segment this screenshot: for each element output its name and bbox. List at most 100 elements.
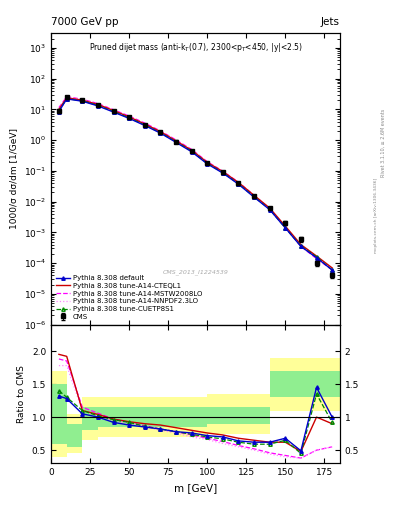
- Pythia 8.308 tune-CUETP8S1: [267, 206, 272, 212]
- Pythia 8.308 tune-A14-CTEQL1: [330, 265, 334, 271]
- Legend: Pythia 8.308 default, Pythia 8.308 tune-A14-CTEQL1, Pythia 8.308 tune-A14-MSTW20: Pythia 8.308 default, Pythia 8.308 tune-…: [53, 272, 205, 323]
- Pythia 8.308 tune-A14-MSTW2008LO: [236, 179, 241, 185]
- Pythia 8.308 default: [283, 225, 288, 231]
- Pythia 8.308 tune-CUETP8S1: [314, 254, 319, 260]
- Pythia 8.308 tune-CUETP8S1: [64, 96, 69, 102]
- Pythia 8.308 tune-A14-NNPDF2.3LO: [158, 128, 163, 134]
- Pythia 8.308 tune-CUETP8S1: [252, 194, 256, 200]
- Pythia 8.308 tune-CUETP8S1: [220, 169, 225, 176]
- Pythia 8.308 tune-A14-CTEQL1: [142, 121, 147, 127]
- Pythia 8.308 tune-A14-CTEQL1: [205, 159, 209, 165]
- Pythia 8.308 tune-A14-NNPDF2.3LO: [64, 94, 69, 100]
- Pythia 8.308 tune-CUETP8S1: [111, 109, 116, 115]
- Pythia 8.308 tune-A14-MSTW2008LO: [64, 94, 69, 100]
- Pythia 8.308 tune-A14-NNPDF2.3LO: [314, 254, 319, 261]
- X-axis label: m [GeV]: m [GeV]: [174, 483, 217, 493]
- Pythia 8.308 tune-A14-MSTW2008LO: [283, 224, 288, 230]
- Pythia 8.308 tune-A14-NNPDF2.3LO: [299, 242, 303, 248]
- Pythia 8.308 tune-A14-MSTW2008LO: [174, 137, 178, 143]
- Pythia 8.308 tune-CUETP8S1: [236, 181, 241, 187]
- Pythia 8.308 tune-CUETP8S1: [299, 243, 303, 249]
- Pythia 8.308 tune-CUETP8S1: [205, 160, 209, 166]
- Pythia 8.308 tune-A14-NNPDF2.3LO: [57, 105, 61, 111]
- Pythia 8.308 tune-A14-NNPDF2.3LO: [174, 137, 178, 143]
- Pythia 8.308 tune-A14-MSTW2008LO: [330, 267, 334, 273]
- Pythia 8.308 tune-A14-CTEQL1: [174, 138, 178, 144]
- Pythia 8.308 default: [127, 115, 132, 121]
- Text: 7000 GeV pp: 7000 GeV pp: [51, 16, 119, 27]
- Pythia 8.308 tune-A14-CTEQL1: [57, 106, 61, 113]
- Pythia 8.308 default: [111, 109, 116, 115]
- Pythia 8.308 default: [64, 96, 69, 102]
- Pythia 8.308 default: [314, 254, 319, 261]
- Pythia 8.308 tune-A14-MSTW2008LO: [267, 205, 272, 211]
- Pythia 8.308 tune-A14-NNPDF2.3LO: [95, 101, 100, 107]
- Pythia 8.308 tune-A14-MSTW2008LO: [299, 243, 303, 249]
- Pythia 8.308 tune-CUETP8S1: [283, 225, 288, 231]
- Pythia 8.308 tune-A14-CTEQL1: [283, 223, 288, 229]
- Pythia 8.308 tune-A14-MSTW2008LO: [205, 159, 209, 165]
- Pythia 8.308 tune-CUETP8S1: [127, 115, 132, 121]
- Pythia 8.308 tune-A14-NNPDF2.3LO: [205, 159, 209, 165]
- Pythia 8.308 default: [267, 206, 272, 212]
- Pythia 8.308 default: [174, 139, 178, 145]
- Text: CMS_2013_I1224539: CMS_2013_I1224539: [163, 269, 228, 275]
- Pythia 8.308 tune-A14-CTEQL1: [111, 108, 116, 114]
- Pythia 8.308 tune-A14-NNPDF2.3LO: [252, 193, 256, 199]
- Pythia 8.308 tune-A14-NNPDF2.3LO: [127, 113, 132, 119]
- Pythia 8.308 tune-A14-NNPDF2.3LO: [111, 107, 116, 113]
- Pythia 8.308 default: [57, 109, 61, 115]
- Pythia 8.308 tune-A14-CTEQL1: [314, 253, 319, 259]
- Pythia 8.308 tune-A14-NNPDF2.3LO: [189, 147, 194, 153]
- Pythia 8.308 default: [158, 130, 163, 136]
- Pythia 8.308 tune-A14-NNPDF2.3LO: [283, 224, 288, 230]
- Line: Pythia 8.308 default: Pythia 8.308 default: [57, 97, 334, 272]
- Text: Rivet 3.1.10, ≥ 2.6M events: Rivet 3.1.10, ≥ 2.6M events: [381, 109, 386, 178]
- Text: Jets: Jets: [321, 16, 340, 27]
- Pythia 8.308 tune-A14-CTEQL1: [189, 147, 194, 153]
- Pythia 8.308 tune-A14-NNPDF2.3LO: [220, 168, 225, 175]
- Pythia 8.308 default: [189, 148, 194, 155]
- Line: Pythia 8.308 tune-A14-MSTW2008LO: Pythia 8.308 tune-A14-MSTW2008LO: [59, 97, 332, 270]
- Pythia 8.308 tune-CUETP8S1: [158, 130, 163, 136]
- Pythia 8.308 default: [95, 103, 100, 109]
- Pythia 8.308 tune-A14-MSTW2008LO: [142, 120, 147, 126]
- Pythia 8.308 tune-A14-MSTW2008LO: [158, 128, 163, 134]
- Pythia 8.308 default: [236, 181, 241, 187]
- Pythia 8.308 default: [299, 243, 303, 249]
- Pythia 8.308 default: [330, 267, 334, 273]
- Pythia 8.308 tune-A14-CTEQL1: [267, 205, 272, 211]
- Pythia 8.308 tune-CUETP8S1: [174, 139, 178, 145]
- Pythia 8.308 tune-A14-NNPDF2.3LO: [80, 96, 84, 102]
- Pythia 8.308 tune-A14-MSTW2008LO: [252, 193, 256, 199]
- Y-axis label: Ratio to CMS: Ratio to CMS: [17, 365, 26, 423]
- Line: Pythia 8.308 tune-CUETP8S1: Pythia 8.308 tune-CUETP8S1: [57, 97, 334, 272]
- Pythia 8.308 tune-A14-MSTW2008LO: [314, 255, 319, 262]
- Y-axis label: 1000/σ dσ/dm [1/GeV]: 1000/σ dσ/dm [1/GeV]: [9, 129, 18, 229]
- Pythia 8.308 tune-CUETP8S1: [80, 98, 84, 104]
- Pythia 8.308 tune-A14-CTEQL1: [236, 179, 241, 185]
- Pythia 8.308 tune-A14-NNPDF2.3LO: [267, 205, 272, 211]
- Pythia 8.308 tune-A14-CTEQL1: [95, 101, 100, 108]
- Pythia 8.308 tune-A14-CTEQL1: [158, 129, 163, 135]
- Line: Pythia 8.308 tune-A14-CTEQL1: Pythia 8.308 tune-A14-CTEQL1: [59, 98, 332, 268]
- Pythia 8.308 tune-CUETP8S1: [57, 108, 61, 114]
- Pythia 8.308 tune-A14-CTEQL1: [80, 97, 84, 103]
- Pythia 8.308 tune-A14-MSTW2008LO: [57, 104, 61, 111]
- Pythia 8.308 tune-A14-MSTW2008LO: [95, 100, 100, 106]
- Pythia 8.308 tune-A14-CTEQL1: [299, 242, 303, 248]
- Pythia 8.308 tune-A14-MSTW2008LO: [220, 168, 225, 174]
- Text: mcplots.cern.ch [arXiv:1306.3436]: mcplots.cern.ch [arXiv:1306.3436]: [374, 178, 378, 252]
- Text: Pruned dijet mass (anti-k$_T$(0.7), 2300<p$_T$<450, |y|<2.5): Pruned dijet mass (anti-k$_T$(0.7), 2300…: [88, 40, 303, 54]
- Pythia 8.308 default: [142, 122, 147, 129]
- Pythia 8.308 tune-CUETP8S1: [189, 148, 194, 154]
- Pythia 8.308 default: [205, 161, 209, 167]
- Pythia 8.308 tune-A14-MSTW2008LO: [127, 113, 132, 119]
- Pythia 8.308 tune-CUETP8S1: [95, 102, 100, 109]
- Pythia 8.308 tune-A14-NNPDF2.3LO: [142, 120, 147, 126]
- Pythia 8.308 tune-A14-CTEQL1: [252, 193, 256, 199]
- Pythia 8.308 tune-A14-CTEQL1: [220, 168, 225, 175]
- Pythia 8.308 tune-A14-CTEQL1: [64, 95, 69, 101]
- Pythia 8.308 tune-CUETP8S1: [330, 267, 334, 273]
- Pythia 8.308 tune-A14-NNPDF2.3LO: [236, 179, 241, 185]
